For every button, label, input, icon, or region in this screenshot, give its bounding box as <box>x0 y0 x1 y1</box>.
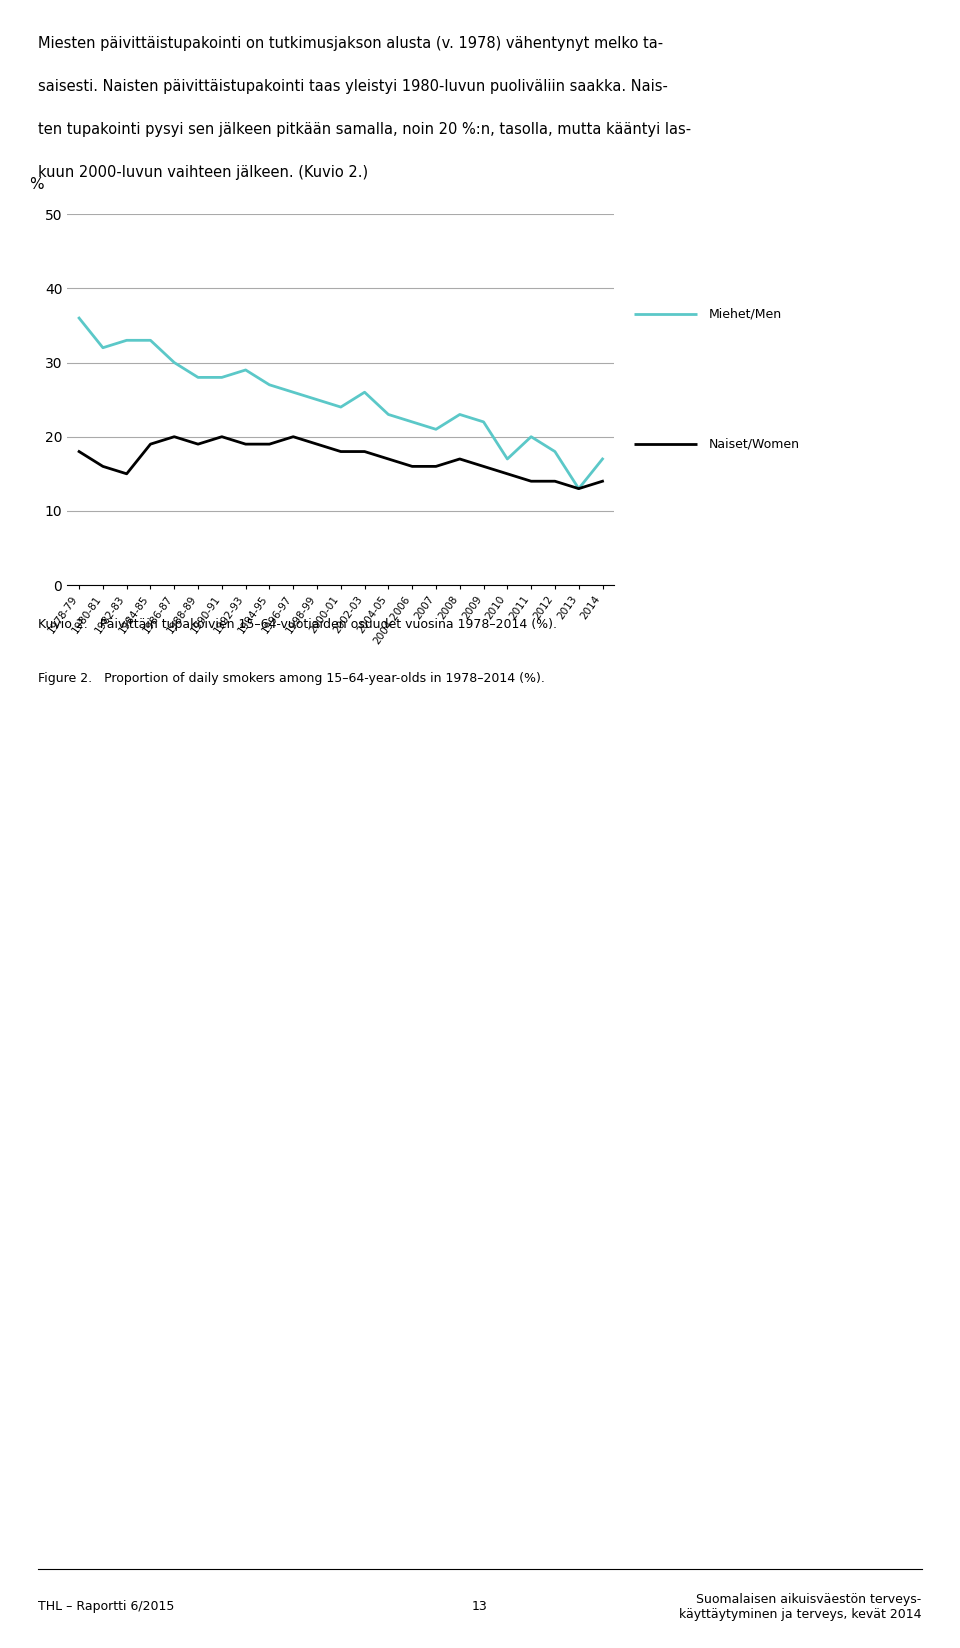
Text: %: % <box>29 176 43 193</box>
Text: Suomalaisen aikuisväestön terveys-
käyttäytyminen ja terveys, kevät 2014: Suomalaisen aikuisväestön terveys- käytt… <box>679 1594 922 1620</box>
Text: Figure 2.   Proportion of daily smokers among 15–64-year-olds in 1978–2014 (%).: Figure 2. Proportion of daily smokers am… <box>38 672 545 686</box>
Text: Miesten päivittäistupakointi on tutkimusjakson alusta (v. 1978) vähentynyt melko: Miesten päivittäistupakointi on tutkimus… <box>38 36 663 51</box>
Text: Kuvio 2.   Päivittäin tupakoivien 15–64-vuotiaiden osuudet vuosina 1978–2014 (%): Kuvio 2. Päivittäin tupakoivien 15–64-vu… <box>38 618 558 631</box>
Text: ten tupakointi pysyi sen jälkeen pitkään samalla, noin 20 %:n, tasolla, mutta kä: ten tupakointi pysyi sen jälkeen pitkään… <box>38 122 691 137</box>
Text: 13: 13 <box>472 1600 488 1613</box>
Text: kuun 2000-luvun vaihteen jälkeen. (Kuvio 2.): kuun 2000-luvun vaihteen jälkeen. (Kuvio… <box>38 165 369 180</box>
Text: Naiset/Women: Naiset/Women <box>708 438 800 452</box>
Text: Miehet/Men: Miehet/Men <box>708 307 781 320</box>
Text: saisesti. Naisten päivittäistupakointi taas yleistyi 1980-luvun puoliväliin saak: saisesti. Naisten päivittäistupakointi t… <box>38 79 668 94</box>
Text: THL – Raportti 6/2015: THL – Raportti 6/2015 <box>38 1600 175 1613</box>
